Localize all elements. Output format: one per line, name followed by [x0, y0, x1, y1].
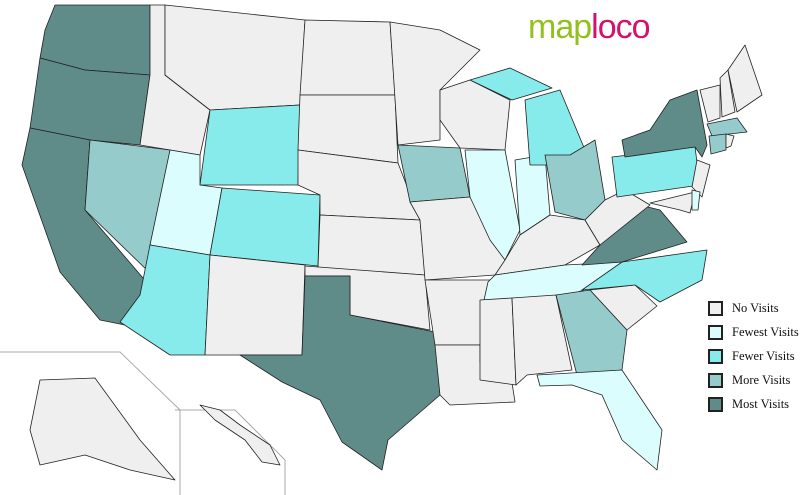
state-ak[interactable]: [29, 377, 176, 481]
legend-swatch: [708, 300, 723, 316]
state-nh[interactable]: [719, 69, 736, 118]
state-ri[interactable]: [725, 133, 735, 149]
legend-label: Fewest Visits: [732, 324, 799, 339]
state-al[interactable]: [511, 294, 573, 386]
state-vt[interactable]: [699, 84, 721, 123]
state-nj[interactable]: [691, 159, 711, 198]
state-de[interactable]: [691, 189, 701, 211]
legend-item-fewest: Fewest Visits: [708, 320, 799, 344]
legend-swatch: [708, 372, 723, 388]
legend-swatch: [708, 396, 723, 412]
legend-swatch: [708, 348, 723, 364]
state-nd[interactable]: [299, 19, 396, 96]
state-ia[interactable]: [397, 144, 471, 203]
state-ct[interactable]: [708, 133, 727, 155]
state-ks[interactable]: [317, 214, 426, 276]
state-co[interactable]: [209, 187, 321, 267]
state-fl[interactable]: [536, 369, 663, 471]
state-wv[interactable]: [584, 189, 651, 246]
state-nm[interactable]: [204, 254, 306, 356]
state-me[interactable]: [727, 44, 763, 113]
state-mi[interactable]: [469, 67, 553, 101]
legend-item-most: Most Visits: [708, 392, 799, 416]
legend-label: No Visits: [732, 300, 779, 315]
state-ky[interactable]: [494, 214, 601, 276]
legend-item-more: More Visits: [708, 368, 799, 392]
maploco-logo: maploco: [528, 8, 651, 46]
legend-label: Fewer Visits: [732, 348, 795, 363]
state-wy[interactable]: [199, 104, 301, 186]
state-ma[interactable]: [706, 117, 748, 137]
legend-item-fewer: Fewer Visits: [708, 344, 799, 368]
legend: No Visits Fewest Visits Fewer Visits More V…: [708, 296, 799, 416]
legend-label: More Visits: [732, 372, 791, 387]
state-ms[interactable]: [479, 297, 517, 386]
legend-item-none: No Visits: [708, 296, 799, 320]
legend-swatch: [708, 324, 723, 340]
state-ny[interactable]: [621, 89, 708, 158]
state-hi[interactable]: [199, 404, 281, 466]
legend-label: Most Visits: [732, 396, 790, 411]
state-md[interactable]: [649, 191, 696, 214]
